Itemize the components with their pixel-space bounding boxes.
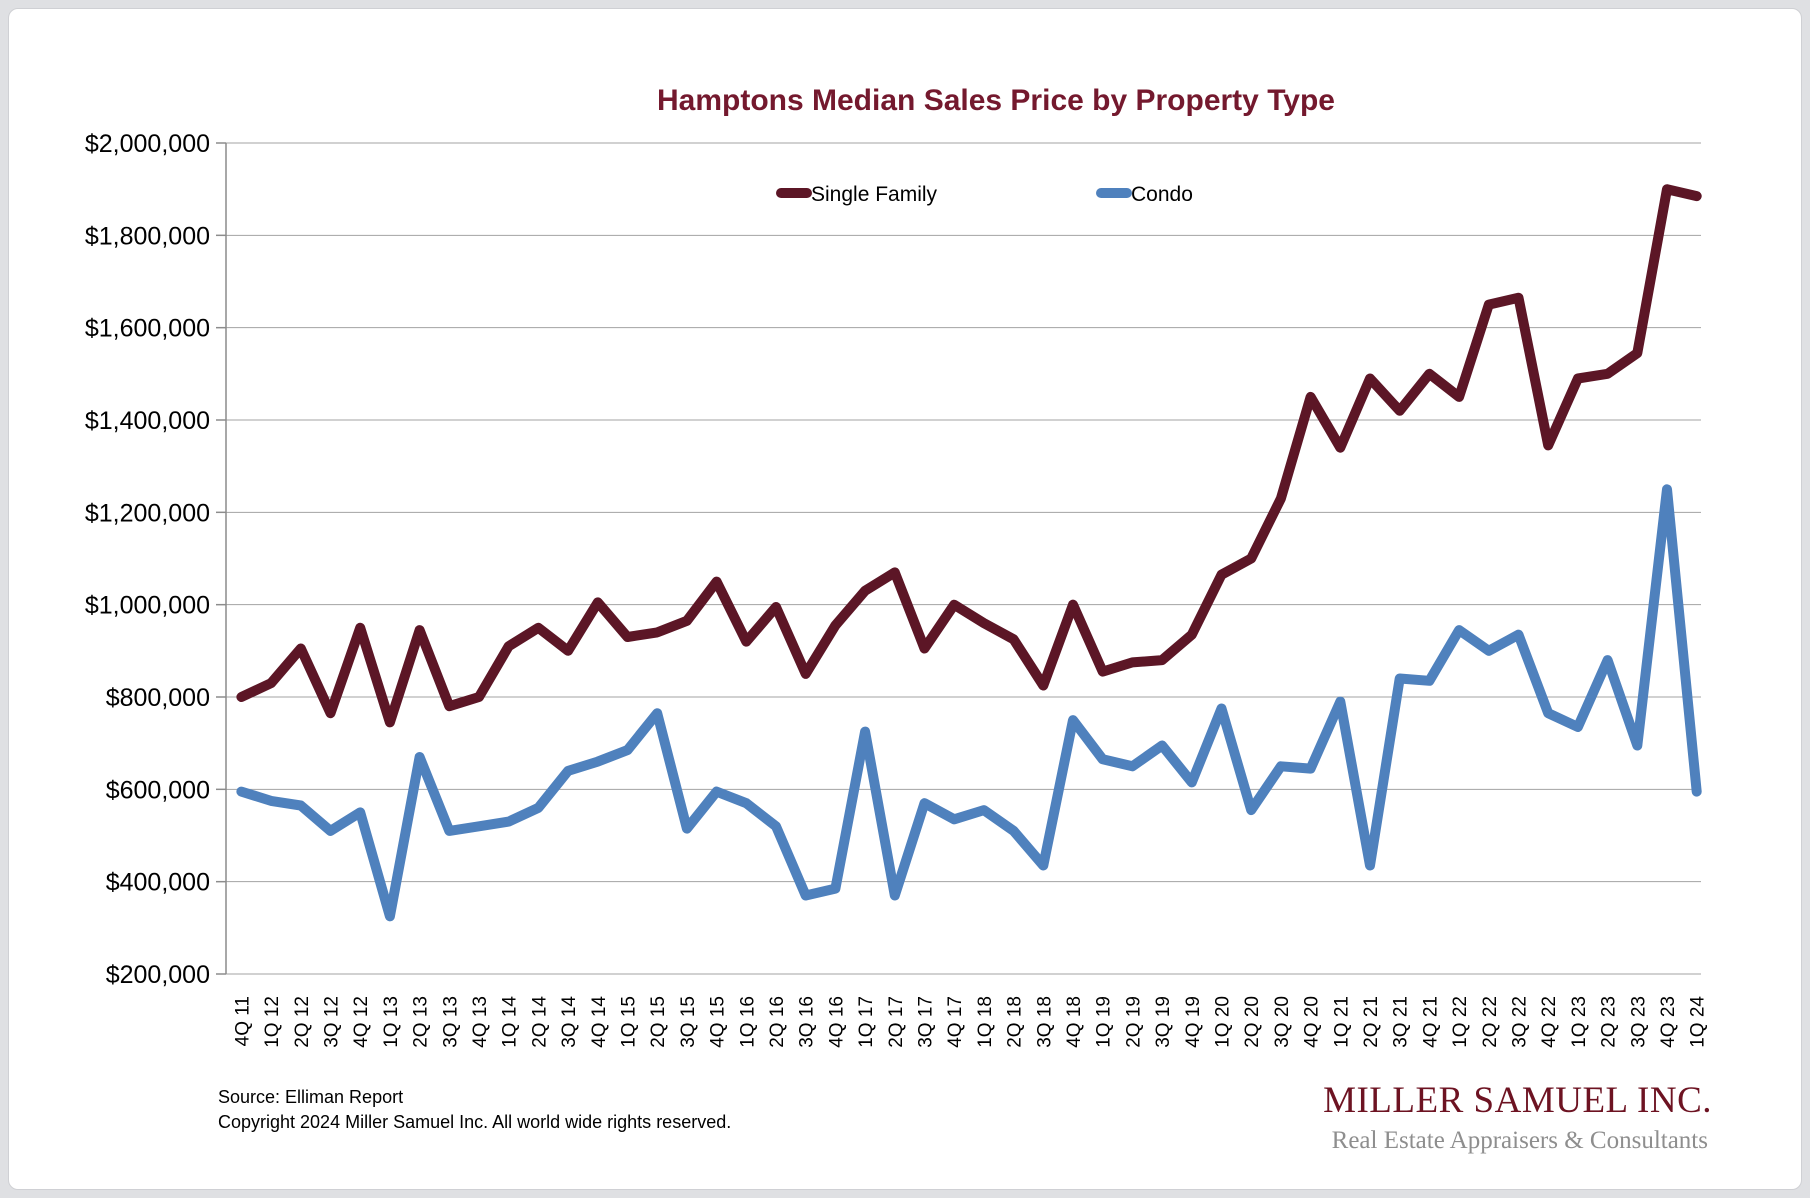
x-tick-label: 3Q 15 [678,996,699,1048]
x-axis: 4Q 11 1Q 12 2Q 12 3Q 12 4Q 12 1Q 13 2Q 13 3Q 13… [232,996,1708,1048]
x-tick-label: 4Q 13 [470,996,491,1048]
y-tick-label: $1,600,000 [85,315,210,343]
y-tick-label: $600,000 [106,776,210,804]
logo-name: MILLER SAMUEL INC. [1323,1080,1712,1121]
x-tick-label: 3Q 22 [1510,996,1531,1048]
single-family-line [236,184,1702,728]
chart-canvas: Hamptons Median Sales Price by Property … [85,84,1712,1154]
x-tick-label: 1Q 24 [1688,996,1709,1048]
footer-copyright: Copyright 2024 Miller Samuel Inc. All wo… [218,1112,731,1132]
chart-title: Hamptons Median Sales Price by Property … [657,84,1335,117]
x-tick-label: 2Q 15 [648,996,669,1048]
x-tick-label: 4Q 19 [1183,996,1204,1048]
legend-label-single-family: Single Family [811,183,938,206]
y-tick-label: $2,000,000 [85,130,210,158]
x-tick-label: 4Q 21 [1420,996,1441,1048]
x-tick-label: 1Q 21 [1331,996,1352,1048]
x-tick-label: 3Q 13 [440,996,461,1048]
series-lines [236,184,1702,922]
x-tick-label: 2Q 12 [292,996,313,1048]
y-tick-label: $1,200,000 [85,499,210,527]
x-tick-label: 2Q 16 [767,996,788,1048]
y-tick-label: $400,000 [106,869,210,897]
logo-tagline: Real Estate Appraisers & Consultants [1332,1127,1708,1154]
x-tick-label: 2Q 13 [411,996,432,1048]
x-tick-label: 1Q 16 [737,996,758,1048]
y-axis: $200,000 $400,000 $600,000 $800,000 $1,000,0… [85,130,227,989]
x-tick-label: 3Q 17 [916,996,937,1048]
x-tick-label: 1Q 15 [619,996,640,1048]
x-tick-label: 2Q 14 [529,996,550,1048]
legend: Single Family Condo [776,183,1193,206]
y-tick-label: $200,000 [106,961,210,989]
x-tick-label: 2Q 23 [1599,996,1620,1048]
x-tick-label: 4Q 11 [232,996,253,1046]
y-tick-label: $800,000 [106,684,210,712]
x-tick-label: 1Q 23 [1569,996,1590,1048]
x-tick-label: 2Q 19 [1123,996,1144,1048]
x-tick-label: 4Q 18 [1064,996,1085,1048]
y-tick-label: $1,000,000 [85,592,210,620]
x-tick-label: 3Q 14 [559,996,580,1048]
legend-label-condo: Condo [1131,183,1193,206]
x-tick-label: 1Q 12 [262,996,283,1048]
condo-line [236,484,1702,922]
x-tick-label: 1Q 18 [975,996,996,1048]
y-tick-label: $1,800,000 [85,222,210,250]
x-tick-label: 4Q 14 [589,996,610,1048]
x-tick-label: 1Q 20 [1213,996,1234,1048]
x-tick-label: 4Q 20 [1302,996,1323,1048]
y-tick-label: $1,400,000 [85,407,210,435]
x-tick-label: 3Q 21 [1391,996,1412,1048]
x-tick-label: 1Q 13 [381,996,402,1048]
x-tick-label: 4Q 16 [826,996,847,1048]
footer-source: Source: Elliman Report [218,1087,403,1107]
x-tick-label: 4Q 23 [1658,996,1679,1048]
gridlines [226,142,1701,975]
chart-card: Hamptons Median Sales Price by Property … [8,8,1802,1190]
x-tick-label: 1Q 22 [1450,996,1471,1048]
x-tick-label: 3Q 20 [1272,996,1293,1048]
x-tick-label: 3Q 16 [797,996,818,1048]
x-tick-label: 3Q 12 [322,996,343,1048]
x-tick-label: 3Q 18 [1034,996,1055,1048]
x-tick-label: 2Q 20 [1242,996,1263,1048]
x-tick-label: 4Q 22 [1539,996,1560,1048]
x-tick-label: 1Q 19 [1094,996,1115,1048]
x-tick-label: 2Q 22 [1480,996,1501,1048]
x-tick-label: 3Q 19 [1153,996,1174,1048]
x-tick-label: 4Q 15 [708,996,729,1048]
x-tick-label: 2Q 18 [1005,996,1026,1048]
x-tick-label: 2Q 17 [886,996,907,1048]
x-tick-label: 1Q 17 [856,996,877,1048]
x-tick-label: 2Q 21 [1361,996,1382,1048]
x-tick-label: 1Q 14 [500,996,521,1048]
x-tick-label: 4Q 12 [351,996,372,1048]
x-tick-label: 4Q 17 [945,996,966,1048]
x-tick-label: 3Q 23 [1628,996,1649,1048]
